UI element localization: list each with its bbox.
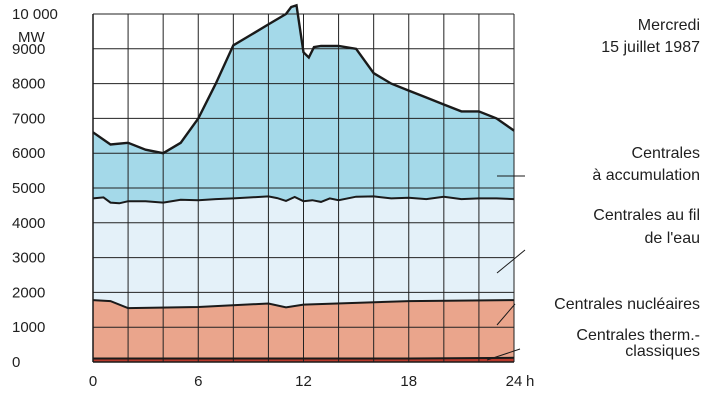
series-line-1 bbox=[93, 356, 515, 360]
series-label-4: à accumulation bbox=[592, 167, 700, 184]
y-tick-label: 9000 bbox=[12, 41, 45, 58]
y-tick-label: 1000 bbox=[12, 319, 45, 336]
x-unit-label: h bbox=[526, 373, 534, 390]
series-label-3: de l'eau bbox=[644, 230, 700, 247]
leader-line-3 bbox=[496, 249, 526, 274]
y-tick-label: 7000 bbox=[12, 110, 45, 127]
series-line-3 bbox=[92, 195, 515, 205]
y-tick-label: 8000 bbox=[12, 76, 45, 93]
series-line-4 bbox=[92, 3, 515, 155]
y-axis-label: MW bbox=[18, 29, 45, 46]
series-lines bbox=[92, 3, 515, 360]
x-tick-label: 6 bbox=[194, 373, 202, 390]
series-label-1: classiques bbox=[625, 343, 700, 360]
chart-title-line-1: Mercredi bbox=[638, 17, 700, 34]
y-tick-label: 4000 bbox=[12, 215, 45, 232]
y-tick-label: 10 000 bbox=[12, 6, 58, 23]
series-label-1: Centrales therm.- bbox=[576, 327, 700, 344]
x-tick-label: 24 bbox=[506, 373, 523, 390]
leader-line-2 bbox=[496, 303, 516, 326]
y-tick-label: 5000 bbox=[12, 180, 45, 197]
series-label-4: Centrales bbox=[632, 145, 700, 162]
axes: 0 1000 2000 3000 4000 5000 6000 7000 8000 9000 10 … bbox=[12, 6, 534, 390]
x-tick-label: 12 bbox=[295, 373, 312, 390]
chart-title-line-2: 15 juillet 1987 bbox=[601, 39, 700, 56]
leader-line-1 bbox=[486, 348, 521, 361]
series-labels: Centrales therm.-classiques Centrales nuc… bbox=[486, 145, 700, 361]
y-tick-label: 2000 bbox=[12, 284, 45, 301]
y-tick-label: 3000 bbox=[12, 250, 45, 267]
series-line-2 bbox=[92, 299, 515, 310]
y-tick-label: 6000 bbox=[12, 145, 45, 162]
y-tick-label: 0 bbox=[12, 354, 20, 371]
series-label-3: Centrales au fil bbox=[593, 207, 700, 224]
series-label-2: Centrales nucléaires bbox=[554, 296, 700, 313]
x-tick-label: 18 bbox=[400, 373, 417, 390]
x-tick-label: 0 bbox=[89, 373, 97, 390]
